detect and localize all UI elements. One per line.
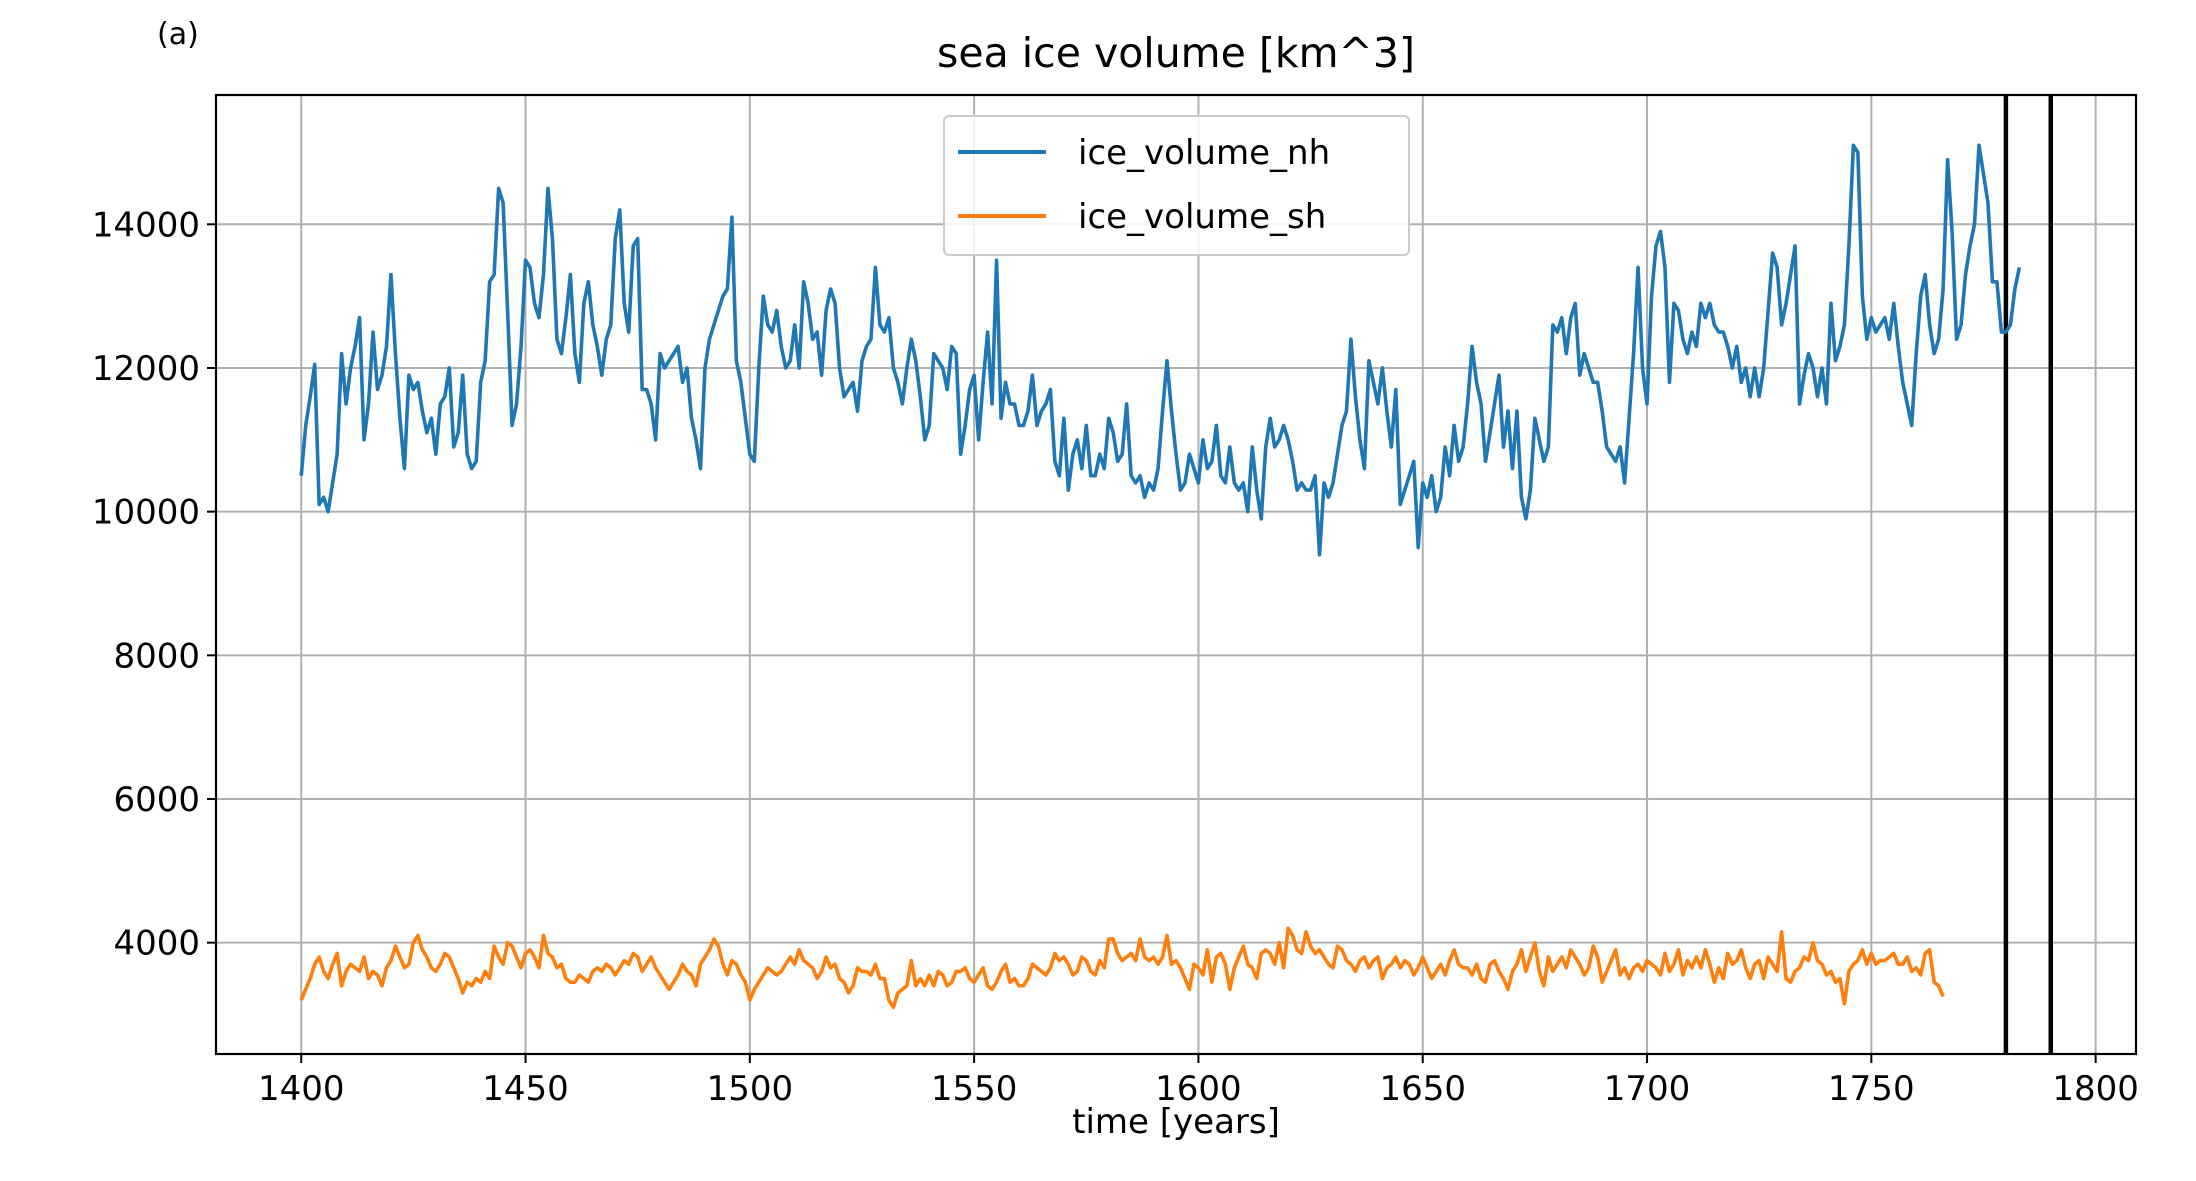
plot-frame xyxy=(214,93,2138,1056)
grid xyxy=(216,95,2136,1054)
y-tick-label: 4000 xyxy=(113,924,200,964)
x-tick-label: 1450 xyxy=(482,1069,569,1109)
y-tick-label: 10000 xyxy=(92,493,200,533)
x-tick-label: 1650 xyxy=(1379,1069,1466,1109)
x-tick-label: 1600 xyxy=(1155,1069,1242,1109)
x-tick-label: 1500 xyxy=(707,1069,794,1109)
legend-label-ice_volume_nh: ice_volume_nh xyxy=(1078,133,1330,173)
legend-box xyxy=(943,115,1410,256)
y-tick-label: 8000 xyxy=(113,636,200,676)
legend-label-ice_volume_sh: ice_volume_sh xyxy=(1078,197,1326,237)
x-tick-label: 1550 xyxy=(931,1069,1018,1109)
series-line-ice_volume_sh xyxy=(299,926,1945,1010)
legend: ice_volume_nh ice_volume_sh xyxy=(943,115,1410,256)
x-axis-ticks: 1400 1450 1500 1550 1600 1650 1700 1750 1800 xyxy=(258,1054,2139,1109)
y-tick-label: 6000 xyxy=(113,780,200,820)
chart-title: sea ice volume [km^3] xyxy=(937,29,1415,77)
series-lines xyxy=(299,143,2022,1010)
x-tick-label: 1700 xyxy=(1604,1069,1691,1109)
panel-label: (a) xyxy=(157,17,199,52)
y-tick-label: 12000 xyxy=(92,349,200,389)
x-tick-label: 1800 xyxy=(2052,1069,2139,1109)
y-axis-ticks: 4000 6000 8000 10000 12000 14000 xyxy=(92,205,216,964)
x-tick-label: 1400 xyxy=(258,1069,345,1109)
series-line-ice_volume_nh xyxy=(299,143,2022,557)
x-tick-label: 1750 xyxy=(1828,1069,1915,1109)
x-axis-label: time [years] xyxy=(1072,1102,1280,1142)
vertical-markers xyxy=(2003,95,2054,1054)
y-tick-label: 14000 xyxy=(92,205,200,245)
